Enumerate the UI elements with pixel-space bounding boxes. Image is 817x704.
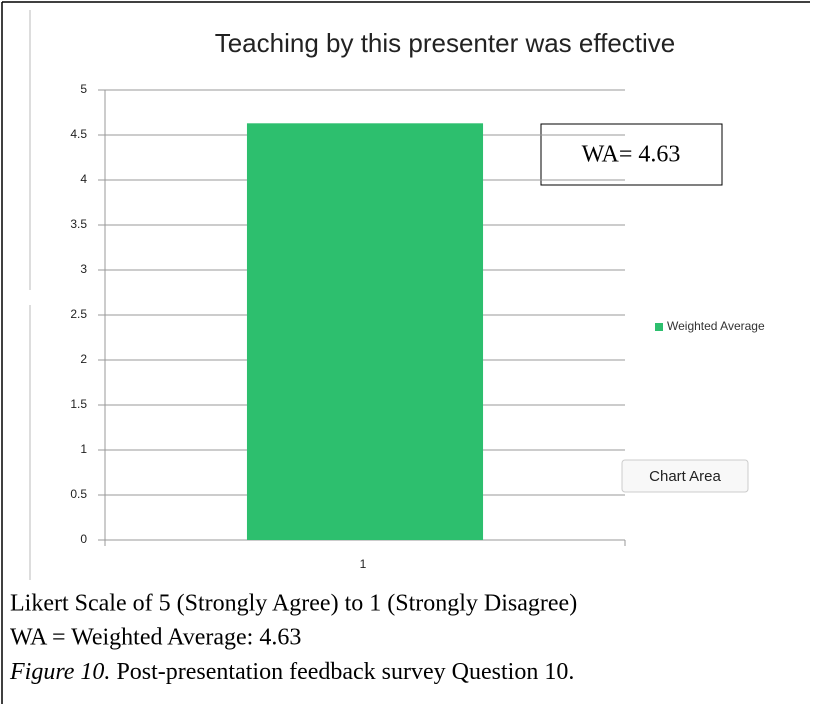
y-tick-label: 3 (80, 262, 87, 276)
figure-label: Figure 10. (9, 659, 110, 685)
y-tick-label: 3.5 (70, 217, 87, 231)
y-tick-label: 4 (80, 172, 87, 186)
annotation-box (540, 123, 723, 186)
figure-caption: Figure 10. Post-presentation feedback sur… (9, 659, 574, 685)
x-tick-label: 1 (360, 557, 367, 571)
y-tick-label: 0.5 (70, 487, 87, 501)
caption-line: WA = Weighted Average: 4.63 (10, 625, 301, 651)
y-tick-label: 0 (80, 532, 87, 546)
tooltip: Chart Area (649, 468, 721, 485)
tooltip-box (621, 459, 749, 493)
y-tick-label: 1.5 (70, 397, 87, 411)
legend-swatch (655, 323, 663, 331)
y-tick-label: 2 (80, 352, 87, 366)
figure-text: Post-presentation feedback survey Questi… (116, 659, 574, 685)
legend-label: Weighted Average (667, 319, 765, 333)
caption-line: Likert Scale of 5 (Strongly Agree) to 1 … (10, 591, 577, 617)
chart-title: Teaching by this presenter was effective (215, 28, 676, 58)
bar (246, 123, 484, 541)
annotation: WA= 4.63 (582, 142, 681, 168)
y-tick-label: 5 (80, 82, 87, 96)
y-tick-label: 2.5 (70, 307, 87, 321)
y-tick-label: 1 (80, 442, 87, 456)
y-tick-label: 4.5 (70, 127, 87, 141)
